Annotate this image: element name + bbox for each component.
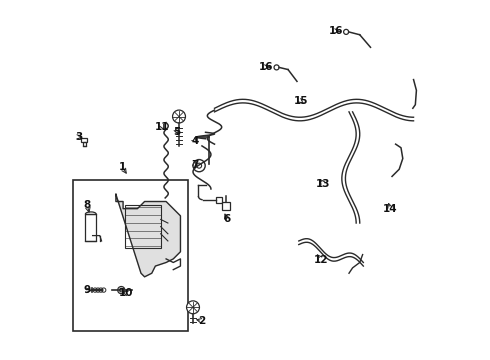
Text: 16: 16 <box>259 62 274 72</box>
Text: 12: 12 <box>314 255 328 265</box>
Bar <box>85 214 96 241</box>
Bar <box>73 180 188 330</box>
Bar <box>216 197 222 203</box>
Text: 16: 16 <box>329 26 343 36</box>
Circle shape <box>187 301 199 314</box>
Text: 14: 14 <box>383 204 397 214</box>
Text: 11: 11 <box>155 122 170 132</box>
Circle shape <box>172 110 186 123</box>
Text: 1: 1 <box>119 162 126 172</box>
Polygon shape <box>116 194 180 277</box>
Text: 15: 15 <box>294 96 308 106</box>
Text: 8: 8 <box>84 200 91 210</box>
Text: 13: 13 <box>316 179 330 189</box>
Text: 9: 9 <box>84 285 91 296</box>
Circle shape <box>193 159 205 172</box>
Text: 4: 4 <box>191 136 198 145</box>
Bar <box>81 138 87 142</box>
Text: 5: 5 <box>173 127 180 136</box>
Text: 3: 3 <box>75 132 82 142</box>
Text: 6: 6 <box>223 215 231 224</box>
Text: 10: 10 <box>119 288 133 298</box>
Text: 2: 2 <box>198 316 206 326</box>
Bar <box>82 142 86 145</box>
Bar <box>222 202 230 211</box>
Text: 7: 7 <box>191 159 198 170</box>
Bar <box>125 205 161 248</box>
